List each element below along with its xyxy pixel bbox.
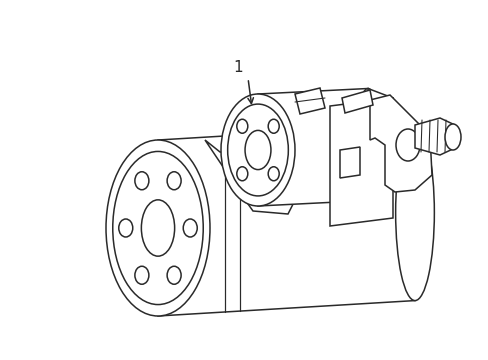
Ellipse shape	[267, 167, 279, 181]
Polygon shape	[294, 88, 325, 114]
Ellipse shape	[113, 152, 203, 305]
Ellipse shape	[227, 104, 288, 196]
Ellipse shape	[135, 266, 148, 284]
Polygon shape	[369, 95, 431, 192]
Polygon shape	[158, 125, 414, 316]
Ellipse shape	[119, 219, 132, 237]
Ellipse shape	[244, 130, 270, 170]
Ellipse shape	[167, 172, 181, 190]
Ellipse shape	[183, 219, 197, 237]
Ellipse shape	[395, 129, 419, 161]
Ellipse shape	[135, 172, 148, 190]
Ellipse shape	[106, 140, 209, 316]
Ellipse shape	[221, 94, 294, 206]
Polygon shape	[367, 89, 392, 108]
Ellipse shape	[395, 125, 433, 301]
Polygon shape	[414, 118, 454, 155]
Polygon shape	[339, 147, 359, 178]
Ellipse shape	[236, 167, 247, 181]
Ellipse shape	[355, 89, 380, 201]
Ellipse shape	[236, 119, 247, 133]
Ellipse shape	[444, 124, 460, 150]
Polygon shape	[341, 90, 372, 113]
Ellipse shape	[167, 266, 181, 284]
Text: 1: 1	[233, 60, 243, 76]
Polygon shape	[258, 89, 367, 206]
Ellipse shape	[141, 200, 174, 256]
Ellipse shape	[267, 119, 279, 133]
Polygon shape	[204, 140, 317, 214]
Polygon shape	[329, 98, 392, 226]
